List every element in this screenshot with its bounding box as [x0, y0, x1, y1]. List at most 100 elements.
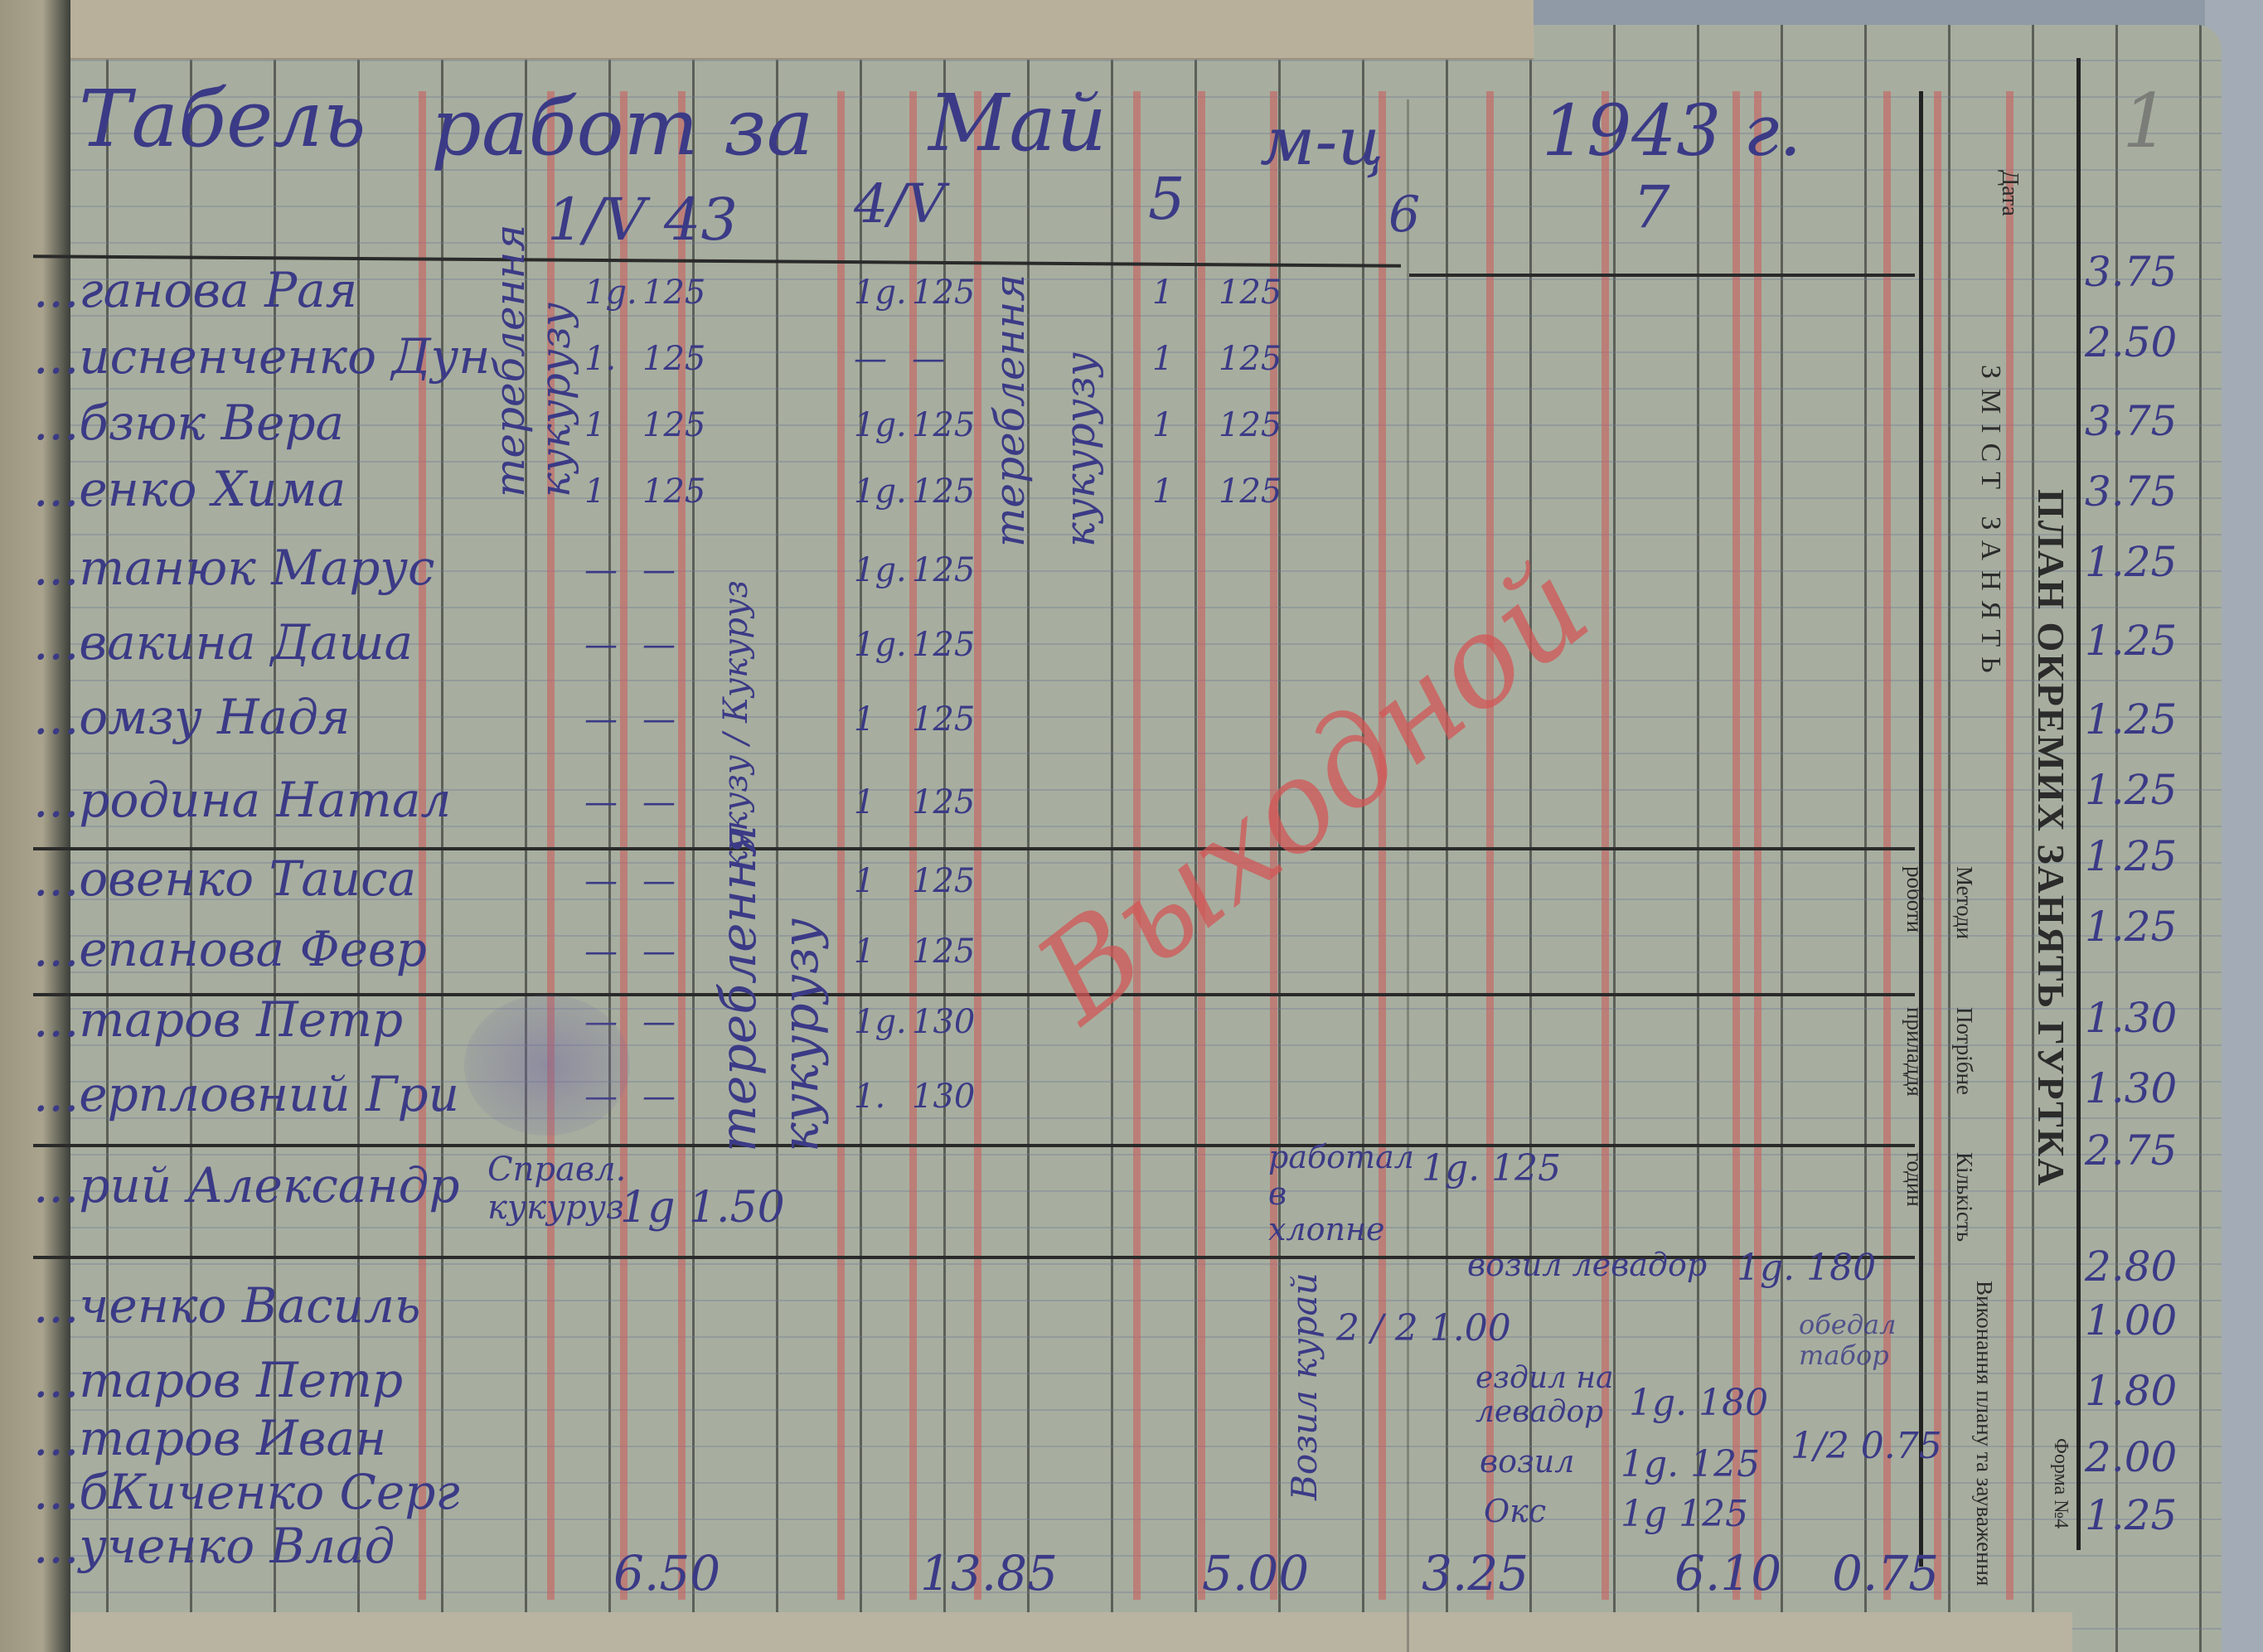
timesheet-cell: 125 [912, 274, 976, 312]
timesheet-cell: 125 [1219, 340, 1282, 378]
date-col-3: 5 [1148, 165, 1185, 233]
timesheet-cell: 1 [854, 783, 875, 821]
red-pencil-line [974, 91, 981, 1600]
timesheet-cell: 1 [584, 406, 606, 444]
worker-name: ...таров Иван [33, 1410, 387, 1466]
worker-name: ...ченко Василь [33, 1277, 421, 1334]
worker-name: ...таров Петр [33, 991, 404, 1048]
work-type-label: кукурузу [772, 918, 830, 1152]
worker-name: ...вакина Даша [33, 614, 414, 671]
printed-content-label: ЗМІСТ ЗАНЯТЬ [1975, 365, 2006, 683]
paper-bottom-edge [0, 1612, 2072, 1652]
timesheet-cell: 1g. [854, 406, 907, 444]
timesheet-cell: 125 [912, 862, 976, 900]
timesheet-cell: 125 [642, 274, 706, 312]
date-col-1: 1/V 43 [547, 186, 738, 254]
header-divider-right [1409, 274, 1915, 277]
timesheet-cell: 125 [1219, 406, 1282, 444]
daily-total: 5.00 [1202, 1545, 1310, 1601]
worker-name: ...рий Александр [33, 1157, 460, 1214]
entry-spravl: Справл. кукуруз [487, 1151, 627, 1227]
entry-obed: обедал табор [1799, 1309, 1897, 1371]
timesheet-cell: — [584, 1003, 618, 1041]
right-margin-value: 3.75 [2085, 397, 2178, 445]
timesheet-cell: — [912, 340, 945, 378]
entry-vozil: возил [1480, 1443, 1575, 1480]
paper-top-edge [25, 0, 1534, 60]
timesheet-cell: — [642, 551, 676, 589]
printed-form-title: ПЛАН ОКРЕМИХ ЗАНЯТЬ ГУРТКА [2030, 489, 2072, 1188]
entry-worked: работал в хлопне [1268, 1139, 1414, 1248]
right-margin-value: 1.00 [2085, 1296, 2178, 1344]
red-pencil-line [1198, 91, 1205, 1600]
row-divider [33, 1144, 1915, 1147]
timesheet-cell: 1 [1152, 340, 1174, 378]
worker-name: ...ганова Рая [33, 262, 358, 318]
timesheet-cell: 1. [584, 340, 617, 378]
timesheet-cell: — [642, 626, 676, 664]
right-margin-value: 2.50 [2085, 318, 2178, 366]
right-margin-value: 1.80 [2085, 1367, 2178, 1415]
red-pencil-line [1883, 91, 1891, 1600]
timesheet-cell: 1 [1152, 274, 1174, 312]
entry-worked-value: 1g. 125 [1422, 1147, 1562, 1189]
printed-date-label: Дата [1997, 170, 2023, 216]
daily-total: 0.75 [1832, 1545, 1940, 1601]
work-type-label: тереблення [486, 224, 534, 497]
timesheet-page [25, 25, 2222, 1652]
entry-oks-value: 1g 125 [1621, 1493, 1749, 1535]
ink-smudge [464, 995, 630, 1136]
right-margin-value: 1.25 [2085, 832, 2178, 880]
timesheet-cell: — [642, 862, 676, 900]
timesheet-cell: 125 [912, 933, 976, 971]
timesheet-cell: 125 [642, 406, 706, 444]
timesheet-cell: — [642, 1003, 676, 1041]
timesheet-cell: 1g. [584, 274, 637, 312]
right-margin-value: 2.80 [2085, 1243, 2178, 1291]
timesheet-cell: — [584, 1078, 618, 1116]
paper-left-edge [0, 0, 70, 1652]
entry-vozil-kurai: Возил курай [1284, 1272, 1325, 1500]
column-divider [1919, 91, 1923, 1567]
row-divider [33, 847, 1915, 850]
work-type-label: кукурузу [531, 302, 579, 497]
timesheet-cell: 1 [854, 933, 875, 971]
entry-kuruz-label: кукузу / Кукуруз [717, 580, 755, 870]
red-pencil-line [678, 91, 686, 1600]
timesheet-cell: 1 [1152, 406, 1174, 444]
timesheet-cell: — [584, 783, 618, 821]
red-pencil-line [1754, 91, 1761, 1600]
title-word-mc: м-ц [1260, 103, 1384, 180]
entry-spravl-value: 1g 1.50 [620, 1183, 785, 1233]
daily-total: 13.85 [920, 1545, 1059, 1601]
title-word-rabot: работ за [431, 82, 814, 173]
right-margin-value: 3.75 [2085, 468, 2178, 516]
timesheet-cell: 125 [912, 406, 976, 444]
daily-total: 3.25 [1422, 1545, 1529, 1601]
date-col-2: 4/V [854, 173, 946, 235]
right-margin-value: 1.25 [2085, 617, 2178, 665]
timesheet-cell: 1 [584, 472, 606, 511]
timesheet-cell: 125 [912, 626, 976, 664]
timesheet-cell: — [854, 340, 887, 378]
printed-form-number: Форма №4 [2050, 1438, 2072, 1529]
timesheet-cell: 1. [854, 1078, 886, 1116]
red-pencil-line [620, 91, 628, 1600]
red-pencil-line [419, 91, 426, 1600]
title-year: 1943 г. [1542, 90, 1802, 172]
worker-name: ...омзу Надя [33, 689, 351, 745]
right-margin-value: 1.25 [2085, 1491, 2178, 1539]
timesheet-cell: 1g. [854, 551, 907, 589]
timesheet-cell: 130 [912, 1003, 976, 1041]
timesheet-cell: 1g. [854, 1003, 907, 1041]
red-pencil-line [837, 91, 845, 1600]
entry-vozil-kurai-values: 2 / 2 1.00 [1336, 1307, 1511, 1349]
right-margin-value: 1.25 [2085, 695, 2178, 744]
worker-name: ...ерпловний Гри [33, 1066, 459, 1122]
entry-vozil-levada-value: 1g. 180 [1737, 1247, 1877, 1289]
timesheet-cell: 1g. [854, 626, 907, 664]
timesheet-cell: 1 [854, 700, 875, 739]
page-number: 1 [2122, 78, 2170, 165]
daily-total: 6.50 [613, 1545, 721, 1601]
page-fold [1407, 99, 1409, 1652]
